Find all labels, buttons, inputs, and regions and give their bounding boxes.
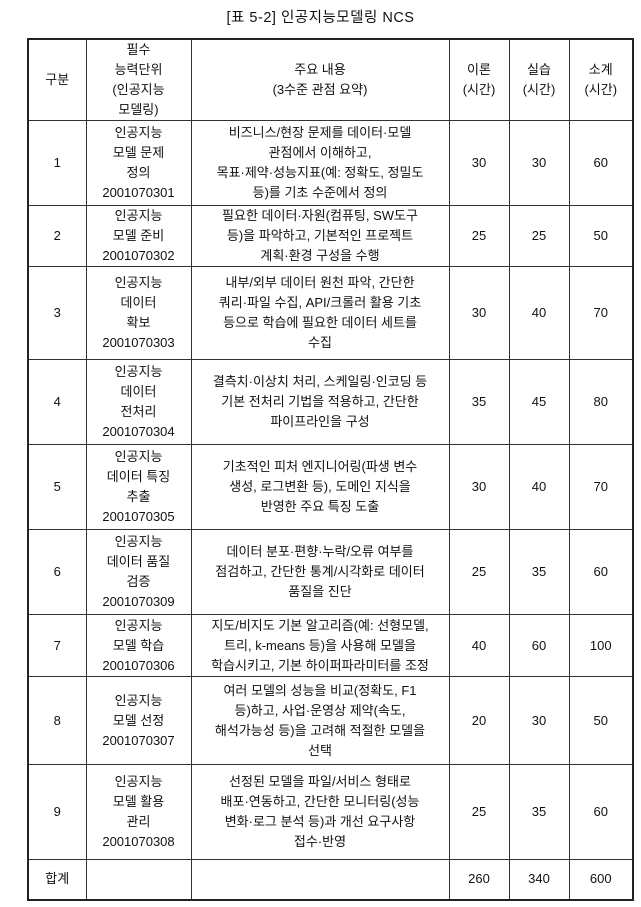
column-header-gubun: 구분 xyxy=(27,38,87,121)
cell-row-number: 3 xyxy=(27,266,87,360)
cell-subtotal-hours: 100 xyxy=(568,614,634,677)
cell-content: 데이터 분포·편향·누락/오류 여부를 점검하고, 간단한 통계/시각화로 데이… xyxy=(190,529,450,615)
cell-total-theory-hours: 260 xyxy=(448,859,510,900)
cell-subtotal-hours: 70 xyxy=(568,444,634,530)
cell-unit: 인공지능 데이터 전처리 2001070304 xyxy=(85,359,192,445)
cell-content: 선정된 모델을 파일/서비스 형태로 배포·연동하고, 간단한 모니터링(성능 … xyxy=(190,764,450,860)
table-row: 1 인공지능 모델 문제 정의 2001070301 비즈니스/현장 문제를 데… xyxy=(27,120,634,206)
cell-content: 비즈니스/현장 문제를 데이터·모델 관점에서 이해하고, 목표·제약·성능지표… xyxy=(190,120,450,206)
header-row: 구분 필수 능력단위 (인공지능 모델링) 주요 내용 (3수준 관점 요약) … xyxy=(27,38,634,121)
table-row: 4 인공지능 데이터 전처리 2001070304 결측치·이상치 처리, 스케… xyxy=(27,359,634,445)
cell-unit: 인공지능 모델 준비 2001070302 xyxy=(85,205,192,267)
cell-practice-hours: 35 xyxy=(508,764,570,860)
column-header-unit: 필수 능력단위 (인공지능 모델링) xyxy=(85,38,192,121)
cell-theory-hours: 35 xyxy=(448,359,510,445)
cell-content: 필요한 데이터·자원(컴퓨팅, SW도구 등)을 파악하고, 기본적인 프로젝트… xyxy=(190,205,450,267)
cell-unit: 인공지능 모델 활용 관리 2001070308 xyxy=(85,764,192,860)
cell-total-subtotal-hours: 600 xyxy=(568,859,634,900)
cell-subtotal-hours: 50 xyxy=(568,676,634,765)
cell-unit: 인공지능 데이터 특징 추출 2001070305 xyxy=(85,444,192,530)
cell-theory-hours: 30 xyxy=(448,444,510,530)
cell-content: 여러 모델의 성능을 비교(정확도, F1 등)하고, 사업·운영상 제약(속도… xyxy=(190,676,450,765)
cell-subtotal-hours: 60 xyxy=(568,120,634,206)
cell-subtotal-hours: 60 xyxy=(568,764,634,860)
cell-practice-hours: 60 xyxy=(508,614,570,677)
cell-content: 결측치·이상치 처리, 스케일링·인코딩 등 기본 전처리 기법을 적용하고, … xyxy=(190,359,450,445)
cell-subtotal-hours: 70 xyxy=(568,266,634,360)
cell-practice-hours: 40 xyxy=(508,444,570,530)
cell-practice-hours: 40 xyxy=(508,266,570,360)
cell-content: 기초적인 피처 엔지니어링(파생 변수 생성, 로그변환 등), 도메인 지식을… xyxy=(190,444,450,530)
column-header-subtotal-hours: 소계 (시간) xyxy=(568,38,634,121)
table-row: 5 인공지능 데이터 특징 추출 2001070305 기초적인 피처 엔지니어… xyxy=(27,444,634,530)
cell-practice-hours: 30 xyxy=(508,120,570,206)
table-row: 2 인공지능 모델 준비 2001070302 필요한 데이터·자원(컴퓨팅, … xyxy=(27,205,634,267)
cell-unit: 인공지능 데이터 확보 2001070303 xyxy=(85,266,192,360)
cell-theory-hours: 20 xyxy=(448,676,510,765)
column-header-content: 주요 내용 (3수준 관점 요약) xyxy=(190,38,450,121)
cell-row-number: 2 xyxy=(27,205,87,267)
table-row: 8 인공지능 모델 선정 2001070307 여러 모델의 성능을 비교(정확… xyxy=(27,676,634,765)
column-header-practice-hours: 실습 (시간) xyxy=(508,38,570,121)
cell-total-label: 합계 xyxy=(27,859,87,900)
cell-practice-hours: 45 xyxy=(508,359,570,445)
cell-theory-hours: 30 xyxy=(448,120,510,206)
table-row: 9 인공지능 모델 활용 관리 2001070308 선정된 모델을 파일/서비… xyxy=(27,764,634,860)
table-row: 6 인공지능 데이터 품질 검증 2001070309 데이터 분포·편향·누락… xyxy=(27,529,634,615)
cell-unit: 인공지능 모델 문제 정의 2001070301 xyxy=(85,120,192,206)
cell-practice-hours: 35 xyxy=(508,529,570,615)
cell-subtotal-hours: 80 xyxy=(568,359,634,445)
cell-unit: 인공지능 모델 선정 2001070307 xyxy=(85,676,192,765)
cell-subtotal-hours: 50 xyxy=(568,205,634,267)
cell-row-number: 9 xyxy=(27,764,87,860)
ncs-curriculum-table: 구분 필수 능력단위 (인공지능 모델링) 주요 내용 (3수준 관점 요약) … xyxy=(27,38,634,901)
cell-theory-hours: 25 xyxy=(448,529,510,615)
cell-row-number: 4 xyxy=(27,359,87,445)
cell-unit: 인공지능 모델 학습 2001070306 xyxy=(85,614,192,677)
cell-theory-hours: 40 xyxy=(448,614,510,677)
column-header-theory-hours: 이론 (시간) xyxy=(448,38,510,121)
cell-row-number: 6 xyxy=(27,529,87,615)
cell-row-number: 5 xyxy=(27,444,87,530)
cell-subtotal-hours: 60 xyxy=(568,529,634,615)
cell-theory-hours: 30 xyxy=(448,266,510,360)
cell-theory-hours: 25 xyxy=(448,205,510,267)
cell-unit-empty xyxy=(85,859,192,900)
total-row: 합계 260 340 600 xyxy=(27,859,634,900)
table-caption: [표 5-2] 인공지능모델링 NCS xyxy=(226,10,415,26)
cell-practice-hours: 25 xyxy=(508,205,570,267)
table-row: 7 인공지능 모델 학습 2001070306 지도/비지도 기본 알고리즘(예… xyxy=(27,614,634,677)
cell-theory-hours: 25 xyxy=(448,764,510,860)
cell-content-empty xyxy=(190,859,450,900)
cell-content: 내부/외부 데이터 원천 파악, 간단한 쿼리·파일 수집, API/크롤러 활… xyxy=(190,266,450,360)
cell-practice-hours: 30 xyxy=(508,676,570,765)
cell-row-number: 7 xyxy=(27,614,87,677)
cell-content: 지도/비지도 기본 알고리즘(예: 선형모델, 트리, k-means 등)을 … xyxy=(190,614,450,677)
cell-row-number: 8 xyxy=(27,676,87,765)
cell-total-practice-hours: 340 xyxy=(508,859,570,900)
cell-unit: 인공지능 데이터 품질 검증 2001070309 xyxy=(85,529,192,615)
cell-row-number: 1 xyxy=(27,120,87,206)
table-row: 3 인공지능 데이터 확보 2001070303 내부/외부 데이터 원천 파악… xyxy=(27,266,634,360)
